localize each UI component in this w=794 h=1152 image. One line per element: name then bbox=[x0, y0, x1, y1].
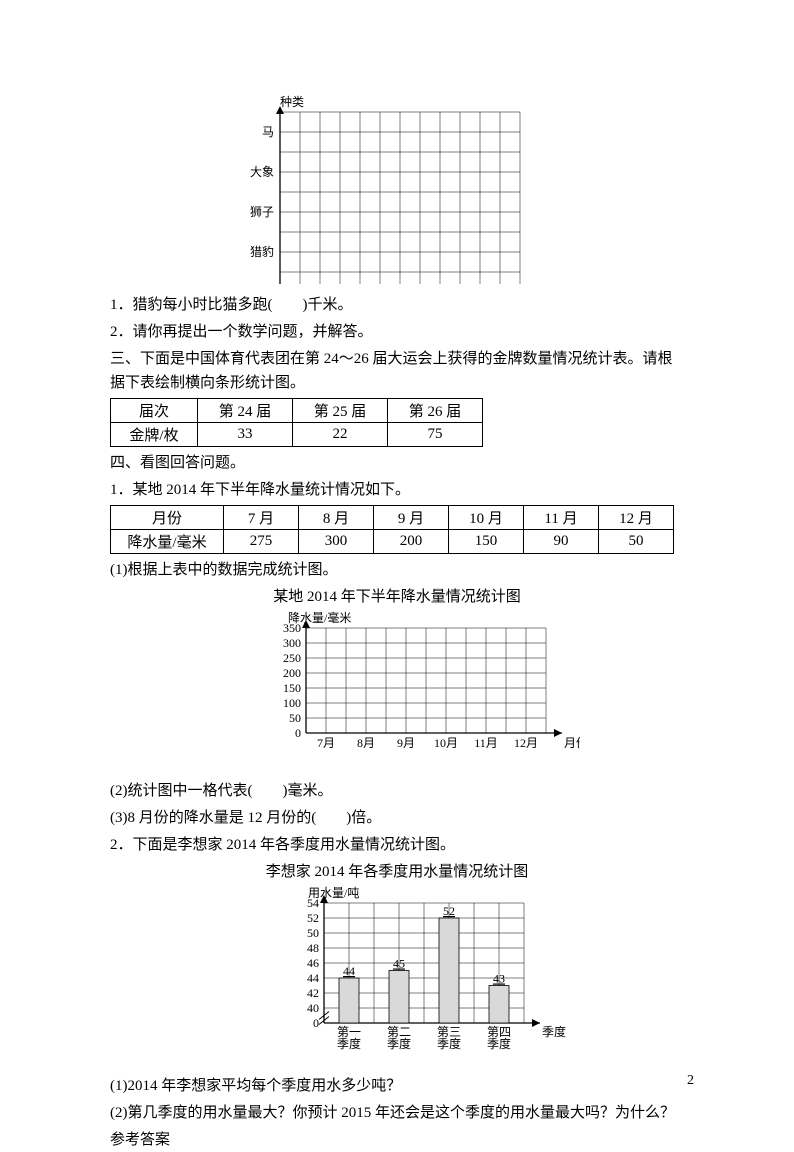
svg-text:季度: 季度 bbox=[542, 1024, 566, 1039]
section3-title: 三、下面是中国体育代表团在第 24～26 届大运会上获得的金牌数量情况统计表。请… bbox=[110, 347, 684, 395]
svg-text:48: 48 bbox=[307, 941, 319, 955]
chart2: 降水量/毫米0501001502002503003507月8月9月10月11月1… bbox=[260, 610, 684, 775]
svg-text:种类: 种类 bbox=[280, 95, 304, 109]
svg-text:300: 300 bbox=[283, 636, 301, 650]
s4-2-sub1: (1)2014 年李想家平均每个季度用水多少吨？ bbox=[110, 1074, 684, 1098]
s4-2-sub2: (2)第几季度的用水量最大？你预计 2015 年还会是这个季度的用水量最大吗？为… bbox=[110, 1101, 684, 1125]
table1-cell: 金牌/枚 bbox=[111, 423, 198, 447]
s4-2-intro: 2．下面是李想家 2014 年各季度用水量情况统计图。 bbox=[110, 833, 684, 857]
svg-text:大象: 大象 bbox=[250, 165, 274, 179]
svg-text:狮子: 狮子 bbox=[250, 205, 274, 219]
page-number: 2 bbox=[687, 1073, 694, 1089]
table1-header-cell: 第 26 届 bbox=[388, 399, 483, 423]
svg-text:42: 42 bbox=[307, 986, 319, 1000]
svg-text:150: 150 bbox=[283, 681, 301, 695]
svg-text:44: 44 bbox=[307, 971, 319, 985]
table2-header-cell: 月份 bbox=[111, 506, 224, 530]
table2-cell: 降水量/毫米 bbox=[111, 530, 224, 554]
s4-1-sub3: (3)8 月份的降水量是 12 月份的( )倍。 bbox=[110, 806, 684, 830]
svg-text:猎豹: 猎豹 bbox=[250, 244, 274, 259]
table1-cell: 22 bbox=[293, 423, 388, 447]
table2-cell: 150 bbox=[449, 530, 524, 554]
svg-text:季度: 季度 bbox=[337, 1036, 361, 1051]
section4-title: 四、看图回答问题。 bbox=[110, 451, 684, 475]
table2-cell: 90 bbox=[524, 530, 599, 554]
table2-header-cell: 8 月 bbox=[299, 506, 374, 530]
svg-text:12月: 12月 bbox=[514, 736, 538, 750]
table1-cell: 33 bbox=[198, 423, 293, 447]
table1-header-cell: 第 24 届 bbox=[198, 399, 293, 423]
svg-text:52: 52 bbox=[307, 911, 319, 925]
svg-text:0: 0 bbox=[313, 1016, 319, 1030]
s4-1-sub2: (2)统计图中一格代表( )毫米。 bbox=[110, 779, 684, 803]
table2-header-cell: 10 月 bbox=[449, 506, 524, 530]
chart2-title: 某地 2014 年下半年降水量情况统计图 bbox=[110, 585, 684, 606]
svg-text:350: 350 bbox=[283, 621, 301, 635]
svg-text:0: 0 bbox=[295, 726, 301, 740]
svg-text:月份: 月份 bbox=[564, 736, 580, 750]
table1-header-cell: 届次 bbox=[111, 399, 198, 423]
chart1-svg: 种类0102030405060708090100110120时速/千米马大象狮子… bbox=[230, 94, 570, 284]
svg-text:44: 44 bbox=[343, 964, 355, 978]
s4-1-intro: 1．某地 2014 年下半年降水量统计情况如下。 bbox=[110, 478, 684, 502]
svg-text:250: 250 bbox=[283, 651, 301, 665]
chart3: 用水量/吨0404244464850525444455243第一季度第二季度第三… bbox=[280, 885, 684, 1070]
chart2-svg: 降水量/毫米0501001502002503003507月8月9月10月11月1… bbox=[260, 610, 580, 770]
svg-text:43: 43 bbox=[493, 972, 505, 986]
svg-text:40: 40 bbox=[307, 1001, 319, 1015]
svg-text:46: 46 bbox=[307, 956, 319, 970]
svg-text:50: 50 bbox=[289, 711, 301, 725]
table2-header-cell: 11 月 bbox=[524, 506, 599, 530]
svg-text:45: 45 bbox=[393, 957, 405, 971]
s4-1-sub1: (1)根据上表中的数据完成统计图。 bbox=[110, 558, 684, 582]
svg-text:54: 54 bbox=[307, 896, 319, 910]
svg-text:200: 200 bbox=[283, 666, 301, 680]
chart3-svg: 用水量/吨0404244464850525444455243第一季度第二季度第三… bbox=[280, 885, 580, 1065]
svg-text:9月: 9月 bbox=[397, 736, 415, 750]
svg-text:马: 马 bbox=[262, 125, 274, 139]
table2-cell: 200 bbox=[374, 530, 449, 554]
svg-text:11月: 11月 bbox=[474, 736, 498, 750]
table2-cell: 300 bbox=[299, 530, 374, 554]
table1-header-cell: 第 25 届 bbox=[293, 399, 388, 423]
svg-text:季度: 季度 bbox=[487, 1036, 511, 1051]
table2-cell: 275 bbox=[224, 530, 299, 554]
chart1: 种类0102030405060708090100110120时速/千米马大象狮子… bbox=[230, 94, 684, 289]
svg-text:8月: 8月 bbox=[357, 736, 375, 750]
q2: 2．请你再提出一个数学问题，并解答。 bbox=[110, 320, 684, 344]
table1: 届次第 24 届第 25 届第 26 届金牌/枚332275 bbox=[110, 398, 483, 447]
table2-header-cell: 7 月 bbox=[224, 506, 299, 530]
svg-text:7月: 7月 bbox=[317, 736, 335, 750]
table2-cell: 50 bbox=[599, 530, 674, 554]
table1-cell: 75 bbox=[388, 423, 483, 447]
table2-header-cell: 9 月 bbox=[374, 506, 449, 530]
answers-label: 参考答案 bbox=[110, 1128, 684, 1152]
table2-header-cell: 12 月 bbox=[599, 506, 674, 530]
svg-text:季度: 季度 bbox=[437, 1036, 461, 1051]
svg-text:100: 100 bbox=[283, 696, 301, 710]
chart3-title: 李想家 2014 年各季度用水量情况统计图 bbox=[110, 860, 684, 881]
svg-text:季度: 季度 bbox=[387, 1036, 411, 1051]
table2: 月份7 月8 月9 月10 月11 月12 月降水量/毫米27530020015… bbox=[110, 505, 674, 554]
svg-text:52: 52 bbox=[443, 904, 455, 918]
svg-text:10月: 10月 bbox=[434, 736, 458, 750]
svg-text:50: 50 bbox=[307, 926, 319, 940]
q1: 1．猎豹每小时比猫多跑( )千米。 bbox=[110, 293, 684, 317]
